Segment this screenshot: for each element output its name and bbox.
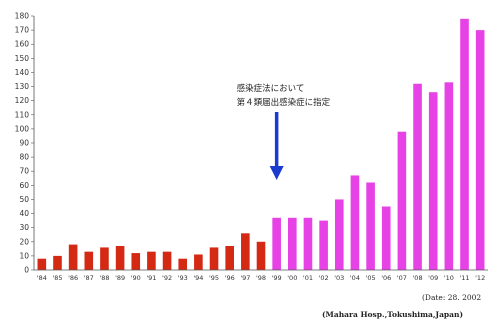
x-tick-label: '90 <box>131 274 141 282</box>
x-tick-label: '96 <box>225 274 235 282</box>
y-tick-label: 160 <box>15 40 30 49</box>
bar <box>162 251 172 270</box>
x-tick-label: '88 <box>99 274 109 282</box>
x-tick-label: '84 <box>37 274 47 282</box>
footer-date: (Date: 28. 2002 <box>422 293 481 302</box>
x-tick-label: '02 <box>319 274 329 282</box>
bar <box>53 255 62 270</box>
bar <box>288 217 297 270</box>
y-tick-label: 170 <box>15 26 30 35</box>
y-tick-label: 120 <box>15 96 30 105</box>
x-tick-label: '98 <box>256 274 266 282</box>
x-tick-label: '10 <box>444 274 454 282</box>
bar <box>209 247 219 270</box>
x-tick-label: '00 <box>287 274 297 282</box>
bar <box>319 220 328 270</box>
y-tick-label: 50 <box>19 195 29 204</box>
bar <box>256 241 266 270</box>
x-tick-label: '89 <box>115 274 125 282</box>
y-tick-label: 20 <box>19 237 29 246</box>
y-tick-label: 30 <box>19 223 29 232</box>
x-tick-label: '99 <box>272 274 282 282</box>
x-tick-label: '94 <box>193 274 203 282</box>
y-tick-label: 100 <box>15 124 30 133</box>
x-tick-label: '85 <box>52 274 62 282</box>
bar <box>84 251 94 270</box>
bar <box>131 253 141 270</box>
bar <box>460 18 469 271</box>
bar <box>350 175 360 270</box>
bar <box>413 83 422 270</box>
y-tick-label: 110 <box>15 110 30 119</box>
bars <box>37 18 485 271</box>
annotation: 感染症法において 第４類届出感染症に指定 <box>237 83 331 180</box>
bar <box>194 254 203 270</box>
x-tick-label: '87 <box>84 274 94 282</box>
bar <box>115 246 125 270</box>
x-tick-label: '08 <box>413 274 423 282</box>
x-tick-label: '05 <box>366 274 376 282</box>
x-tick-label: '95 <box>209 274 219 282</box>
bar <box>428 92 438 270</box>
bar <box>100 247 109 270</box>
bar <box>444 82 454 270</box>
bar <box>303 217 313 270</box>
x-tick-label: '97 <box>240 274 250 282</box>
y-tick-label: 40 <box>19 209 29 218</box>
y-tick-label: 0 <box>24 266 29 275</box>
bar <box>68 244 78 270</box>
y-tick-label: 130 <box>15 82 30 91</box>
bar <box>397 131 407 270</box>
bar <box>475 30 485 270</box>
y-tick-label: 10 <box>19 251 29 260</box>
y-tick-label: 70 <box>19 167 29 176</box>
bar <box>225 246 234 270</box>
bar <box>147 251 156 270</box>
annotation-arrow-head <box>269 166 284 180</box>
y-tick-label: 80 <box>19 153 29 162</box>
annotation-text-line-2: 第４類届出感染症に指定 <box>237 97 331 108</box>
bar <box>334 199 344 270</box>
x-tick-label: '92 <box>162 274 172 282</box>
y-tick-label: 180 <box>15 12 30 21</box>
y-axis: 0 10 20 30 40 50 60 70 80 90 100 110 120 130 140 150 160… <box>15 12 35 275</box>
y-tick-label: 140 <box>15 68 30 77</box>
footer-credit: (Mahara Hosp.,Tokushima,Japan) <box>322 310 463 319</box>
x-tick-label: '86 <box>68 274 78 282</box>
x-tick-label: '93 <box>178 274 188 282</box>
x-tick-label: '06 <box>381 274 391 282</box>
x-axis: '84 '85 '86 '87 '88 '89 '90 '91 '92 '93 '94 '95 '96 '… <box>34 269 488 282</box>
x-tick-label: '91 <box>146 274 156 282</box>
bar <box>241 233 250 270</box>
bar <box>178 258 188 270</box>
y-tick-label: 90 <box>19 139 29 148</box>
annotation-text-line-1: 感染症法において <box>237 83 305 94</box>
y-tick-label: 150 <box>15 54 30 63</box>
y-tick-label: 60 <box>19 181 29 190</box>
x-tick-label: '07 <box>397 274 407 282</box>
bar <box>272 217 281 270</box>
bar <box>366 182 375 270</box>
x-tick-label: '12 <box>475 274 485 282</box>
x-tick-label: '01 <box>303 274 313 282</box>
x-tick-label: '04 <box>350 274 360 282</box>
bar <box>37 258 47 270</box>
bar <box>381 206 391 270</box>
x-tick-label: '11 <box>459 274 469 282</box>
x-tick-label: '03 <box>334 274 344 282</box>
x-tick-label: '09 <box>428 274 438 282</box>
